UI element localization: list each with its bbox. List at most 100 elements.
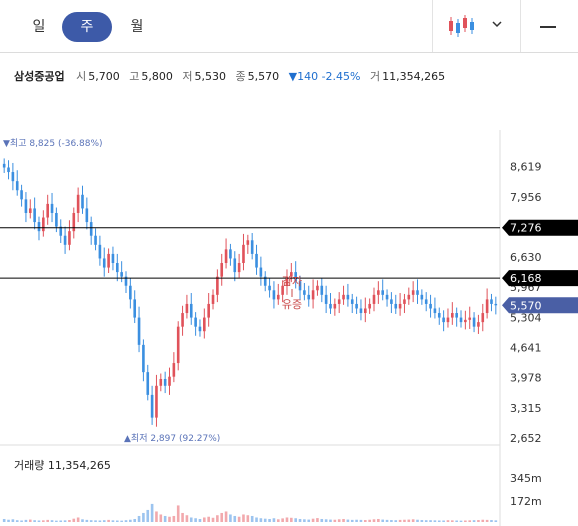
volume-panel-title: 거래량 (14, 459, 45, 472)
candle-body (329, 303, 332, 309)
candle-body (320, 285, 324, 295)
volume-bar (468, 520, 472, 522)
volume-bar (377, 518, 380, 522)
volume-bar (329, 519, 332, 522)
volume-bar (437, 520, 441, 522)
volume-bar (159, 514, 163, 522)
candle-body (81, 194, 84, 209)
price-chart[interactable]: 8,6197,9567,2936,6305,9675,3044,6413,978… (0, 130, 578, 526)
volume-bar (464, 520, 467, 522)
volume-bar (337, 519, 341, 522)
candle-body (472, 317, 476, 327)
candle-body (176, 326, 180, 364)
volume-bar (155, 511, 158, 522)
volume-bar (24, 519, 28, 522)
low-annotation: ▲최저 2,897 (92.27%) (124, 433, 220, 444)
volume-bar (172, 515, 176, 522)
candle-body (229, 249, 232, 259)
y-tick-label: 2,652 (510, 432, 542, 445)
candle-body (115, 263, 119, 273)
candle-body (424, 299, 428, 304)
volume-bar (316, 518, 319, 522)
candle-body (72, 212, 76, 232)
volume-bar (250, 515, 254, 522)
volume-bar (416, 519, 419, 522)
low-label: 저 (182, 70, 193, 83)
volume-bar (198, 518, 202, 522)
candle-body (276, 294, 280, 300)
candle-body (481, 313, 485, 323)
candle-body (107, 253, 110, 268)
candle-body (333, 303, 337, 309)
candle-body (363, 308, 367, 314)
volume-bar (72, 518, 76, 522)
volume-bar (420, 520, 424, 522)
candlestick-icon[interactable] (447, 14, 477, 38)
y-tick-label: 6,630 (510, 251, 542, 264)
volume-bar (372, 519, 376, 522)
toolbar-divider (432, 0, 433, 52)
candle-body (307, 294, 311, 300)
volume-bar (290, 517, 293, 522)
close-value: 5,570 (247, 70, 280, 83)
candle-body (355, 303, 358, 309)
volume-bar (294, 518, 297, 522)
candle-body (168, 376, 171, 386)
candle-body (33, 208, 36, 223)
candle-body (2, 163, 6, 168)
candle-body (7, 167, 10, 173)
candle-body (15, 181, 19, 191)
chevron-down-icon[interactable] (490, 17, 504, 31)
high-annotation: ▼최고 8,825 (-36.88%) (3, 138, 103, 149)
candle-body (11, 172, 15, 182)
volume-bar (176, 505, 180, 522)
candle-body (455, 313, 458, 318)
candle-body (207, 303, 210, 318)
volume-bar (459, 520, 463, 522)
volume-bar (68, 520, 71, 522)
candle-body (255, 253, 258, 268)
volume-bar (307, 519, 311, 522)
candle-body (324, 294, 328, 304)
volume-bar (89, 520, 93, 522)
volume-bar (28, 519, 32, 522)
volume-bar (485, 519, 489, 522)
y-tick-label: 8,619 (510, 161, 542, 174)
candle-body (259, 267, 263, 277)
candle-body (385, 294, 389, 300)
menu-icon[interactable] (540, 26, 556, 28)
volume-bar (259, 518, 263, 522)
candle-body (124, 276, 128, 286)
candle-body (224, 249, 228, 264)
level-label-bg (502, 270, 578, 287)
y-tick-label: 4,641 (510, 342, 542, 355)
candle-body (155, 385, 158, 418)
volume-bar (11, 519, 15, 522)
close-label: 종 (235, 70, 246, 83)
volume-bar (303, 519, 306, 522)
tab-weekly[interactable]: 주 (62, 12, 112, 42)
volume-bar (129, 519, 132, 522)
candle-body (220, 263, 224, 277)
volume-bar (285, 517, 289, 522)
volume-bar (42, 520, 45, 522)
volume-bar (451, 520, 454, 522)
volume-bar (333, 519, 337, 522)
candle-body (50, 203, 54, 213)
volume-bar (81, 519, 84, 522)
candle-body (68, 231, 71, 245)
candle-body (437, 313, 441, 318)
candle-body (411, 290, 415, 295)
tab-monthly[interactable]: 월 (130, 19, 144, 35)
volume-bar (98, 520, 102, 522)
current-price-label: 5,570 (510, 299, 542, 312)
volume-bar (168, 516, 171, 522)
volume-bar (207, 516, 210, 522)
tab-daily[interactable]: 일 (32, 19, 46, 35)
candle-body (377, 290, 380, 295)
candle-body (102, 258, 106, 268)
volume-bar (368, 519, 371, 522)
candle-body (76, 194, 80, 213)
candle-body (250, 240, 254, 254)
volume-bar (385, 519, 389, 522)
